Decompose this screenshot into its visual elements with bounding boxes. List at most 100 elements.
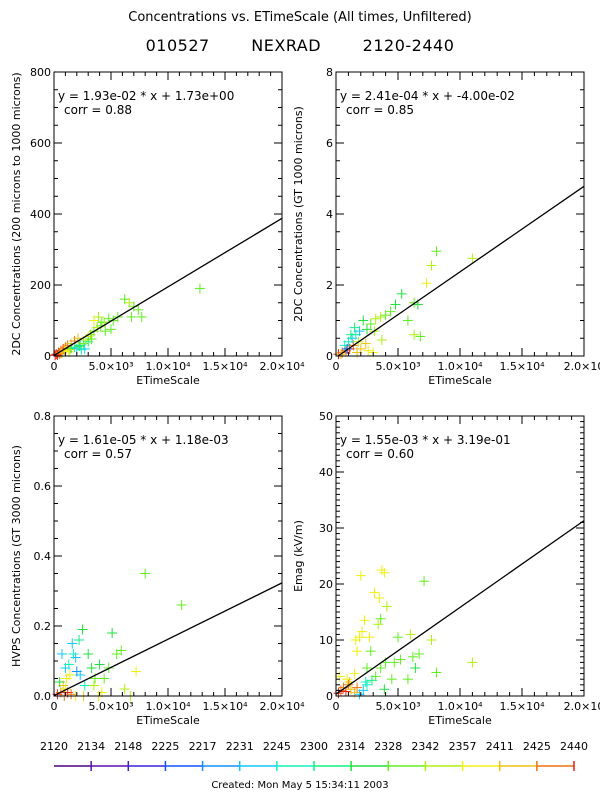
legend-time-label: 2217 bbox=[189, 740, 217, 753]
subtitle-time-range: 2120-2440 bbox=[362, 36, 455, 55]
y-tick-label: 0 bbox=[44, 350, 51, 363]
subtitle-source: NEXRAD bbox=[251, 36, 322, 55]
data-point bbox=[140, 568, 151, 579]
y-tick-label: 50 bbox=[319, 410, 333, 423]
x-tick-label: 1.5×10⁴ bbox=[202, 700, 248, 713]
data-point bbox=[64, 670, 75, 680]
legend-time-label: 2425 bbox=[523, 740, 551, 753]
data-point bbox=[56, 649, 67, 659]
regression-line bbox=[53, 582, 283, 697]
data-point bbox=[369, 587, 380, 598]
data-point bbox=[126, 311, 137, 322]
data-point bbox=[86, 333, 97, 344]
data-point bbox=[342, 674, 353, 685]
x-tick-label: 2.0×10 bbox=[564, 360, 600, 373]
y-tick-label: 6 bbox=[326, 137, 333, 150]
data-point bbox=[349, 668, 360, 679]
x-tick-label: 5.0×10³ bbox=[375, 360, 420, 373]
created-timestamp: Created: Mon May 5 15:34:11 2003 bbox=[211, 780, 389, 791]
data-point bbox=[381, 601, 392, 612]
scatter-points bbox=[333, 565, 478, 700]
data-point bbox=[131, 666, 142, 677]
y-tick-label: 0.8 bbox=[34, 410, 52, 423]
data-point bbox=[360, 677, 371, 687]
data-point bbox=[365, 319, 376, 330]
data-point bbox=[358, 685, 369, 696]
data-point bbox=[93, 311, 104, 322]
legend-time-label: 2231 bbox=[226, 740, 254, 753]
data-point bbox=[376, 335, 387, 346]
data-point bbox=[136, 311, 147, 322]
data-point bbox=[402, 315, 413, 326]
y-axis-label: 2DC Concentrations (200 microns to 1000 … bbox=[10, 72, 23, 355]
data-point bbox=[355, 570, 366, 581]
data-point bbox=[352, 646, 363, 657]
data-point bbox=[396, 288, 407, 299]
data-point bbox=[99, 673, 110, 684]
data-point bbox=[362, 324, 372, 335]
data-point bbox=[116, 645, 127, 656]
x-tick-label: 5.0×10³ bbox=[88, 360, 133, 373]
data-point bbox=[419, 576, 430, 587]
data-point bbox=[366, 675, 377, 686]
data-point bbox=[352, 682, 363, 693]
data-point bbox=[375, 663, 386, 673]
correlation-label: corr = 0.57 bbox=[64, 447, 132, 461]
fit-equation: y = 2.41e-04 * x + -4.00e-02 bbox=[340, 89, 515, 103]
legend-time-label: 2314 bbox=[337, 740, 365, 753]
data-point bbox=[96, 317, 107, 328]
data-point bbox=[100, 326, 111, 337]
regression-line bbox=[53, 217, 283, 356]
scatter-points bbox=[50, 283, 205, 361]
data-point bbox=[405, 629, 416, 640]
data-point bbox=[365, 646, 376, 657]
legend-time-label: 2440 bbox=[560, 740, 588, 753]
y-tick-label: 40 bbox=[319, 466, 333, 479]
data-point bbox=[63, 659, 74, 670]
data-point bbox=[414, 649, 425, 659]
y-tick-label: 0.6 bbox=[34, 480, 52, 493]
legend-time-label: 2225 bbox=[151, 740, 179, 753]
y-tick-label: 0.0 bbox=[34, 690, 52, 703]
data-point bbox=[375, 613, 386, 624]
subtitle-date: 010527 bbox=[145, 36, 210, 55]
data-point bbox=[379, 567, 390, 578]
data-point bbox=[176, 600, 187, 610]
y-tick-label: 10 bbox=[319, 634, 333, 647]
data-point bbox=[359, 615, 370, 626]
y-tick-label: 0.2 bbox=[34, 620, 52, 633]
x-tick-label: 0 bbox=[51, 700, 58, 713]
y-tick-label: 0.4 bbox=[34, 550, 52, 563]
x-tick-label: 5.0×10³ bbox=[375, 700, 420, 713]
data-point bbox=[393, 632, 403, 643]
y-tick-label: 0 bbox=[326, 690, 333, 703]
data-point bbox=[370, 313, 381, 324]
data-point bbox=[386, 674, 397, 685]
data-point bbox=[66, 689, 77, 700]
figure-title: Concentrations vs. ETimeScale (All times… bbox=[128, 10, 472, 25]
data-point bbox=[375, 311, 386, 322]
data-point bbox=[426, 260, 437, 271]
data-point bbox=[342, 343, 353, 354]
correlation-label: corr = 0.85 bbox=[346, 103, 414, 117]
data-point bbox=[415, 331, 426, 342]
fit-equation: y = 1.55e-03 * x + 3.19e-01 bbox=[340, 433, 511, 447]
data-point bbox=[421, 278, 432, 289]
chart-panel-panel-emag: 0 5.0×10³ 1.0×10⁴ 1.5×10⁴ 2.0×10 0 10 20 30 40 50 E… bbox=[292, 410, 600, 727]
data-point bbox=[373, 619, 384, 630]
y-tick-label: 400 bbox=[30, 208, 51, 221]
data-point bbox=[67, 638, 78, 649]
time-color-legend: 2120 2134 2148 2225 2217 2231 2245 2300 2314 2328… bbox=[40, 740, 588, 771]
data-point bbox=[338, 682, 349, 693]
data-point bbox=[54, 677, 65, 687]
data-point bbox=[106, 324, 116, 335]
data-point bbox=[79, 680, 90, 691]
data-point bbox=[133, 304, 144, 315]
data-point bbox=[358, 315, 369, 326]
x-tick-label: 0 bbox=[51, 360, 58, 373]
regression-line bbox=[337, 185, 585, 357]
data-point bbox=[194, 283, 205, 294]
x-tick-label: 1.5×10⁴ bbox=[202, 360, 248, 373]
y-tick-label: 4 bbox=[326, 208, 333, 221]
x-axis-label: ETimeScale bbox=[136, 714, 200, 727]
